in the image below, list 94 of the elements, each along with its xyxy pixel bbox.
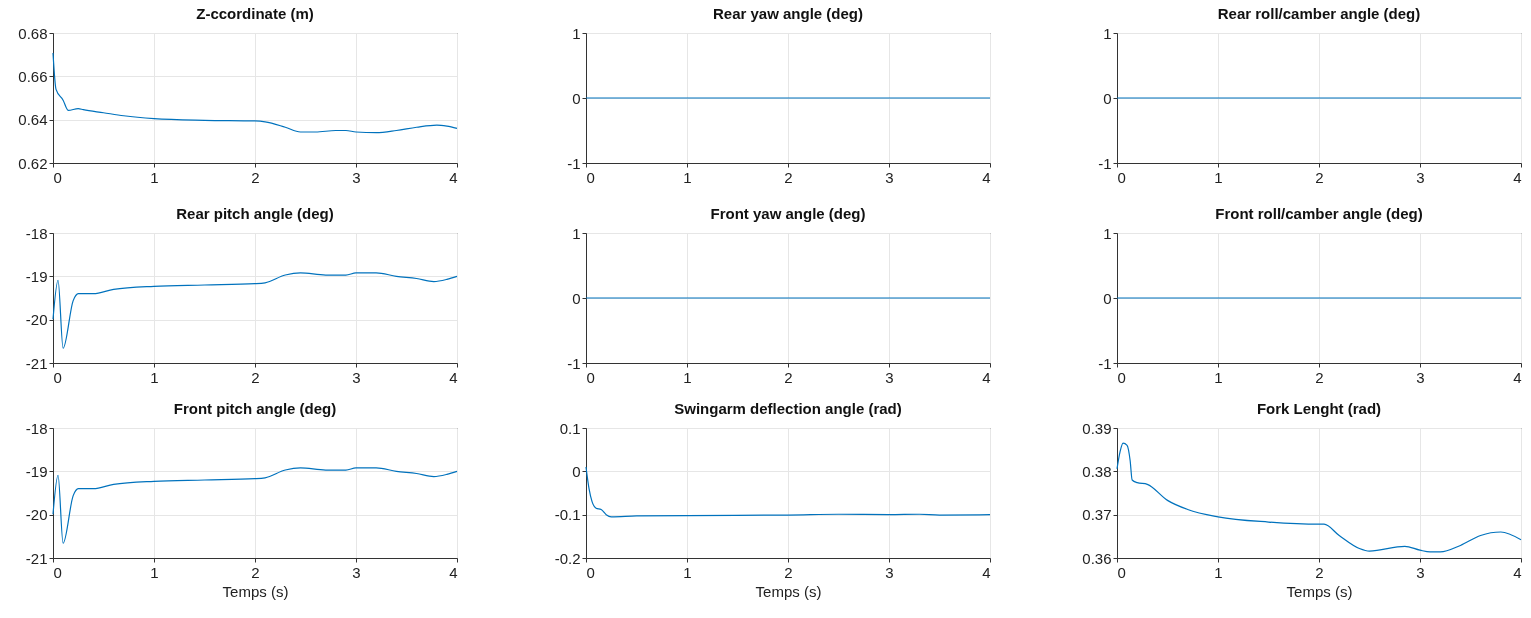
x-tick-label: 2 <box>784 168 793 186</box>
x-tick-label: 4 <box>982 368 991 386</box>
y-tick-label: 1 <box>572 224 581 242</box>
y-tick-label: 0.64 <box>18 111 48 129</box>
y-tick-label: 0 <box>1103 289 1112 307</box>
x-tick-label: 3 <box>352 368 361 386</box>
x-tick-label: 4 <box>982 168 991 186</box>
y-tick-label: 1 <box>1103 24 1112 42</box>
x-tick-label: 0 <box>1117 563 1126 581</box>
y-tick-label: 0 <box>572 462 581 480</box>
line-series <box>52 467 458 544</box>
x-tick-label: 1 <box>150 368 159 386</box>
x-tick-label: 1 <box>1214 368 1223 386</box>
x-tick-label: 3 <box>1416 368 1425 386</box>
x-tick-label: 3 <box>1416 563 1425 581</box>
y-tick-label: -18 <box>25 419 48 437</box>
x-tick-label: 2 <box>251 563 260 581</box>
y-tick-label: -21 <box>25 549 48 567</box>
x-tick-label: 1 <box>1214 563 1223 581</box>
x-tick-label: 0 <box>586 168 595 186</box>
y-tick-label: -19 <box>25 462 48 480</box>
y-tick-label: -1 <box>1098 354 1112 372</box>
x-axis-title: Temps (s) <box>222 582 289 600</box>
y-tick-label: 0.68 <box>18 24 48 42</box>
y-tick-label: 0.39 <box>1082 419 1112 437</box>
x-tick-label: 3 <box>1416 168 1425 186</box>
y-tick-label: 0.38 <box>1082 462 1112 480</box>
chart-title: Rear roll/camber angle (deg) <box>1217 5 1421 22</box>
chart-title: Swingarm deflection angle (rad) <box>674 400 902 417</box>
line-series <box>1116 442 1522 553</box>
y-tick-label: -19 <box>25 267 48 285</box>
x-tick-label: 0 <box>586 563 595 581</box>
y-tick-label: 0 <box>1103 89 1112 107</box>
y-tick-label: 0.37 <box>1082 506 1112 524</box>
chart-title: Rear pitch angle (deg) <box>176 205 334 222</box>
chart-title: Rear yaw angle (deg) <box>712 5 864 22</box>
y-tick-label: -1 <box>567 354 581 372</box>
chart-title: Front roll/camber angle (deg) <box>1215 205 1423 222</box>
x-tick-label: 1 <box>150 168 159 186</box>
x-tick-label: 2 <box>784 563 793 581</box>
x-tick-label: 2 <box>1315 368 1324 386</box>
x-tick-label: 4 <box>449 368 458 386</box>
x-tick-label: 2 <box>784 368 793 386</box>
x-tick-label: 1 <box>150 563 159 581</box>
x-tick-label: 0 <box>53 368 62 386</box>
x-tick-label: 4 <box>1513 168 1522 186</box>
y-tick-label: 0.1 <box>559 419 581 437</box>
x-tick-label: 4 <box>982 563 991 581</box>
x-tick-label: 1 <box>683 563 692 581</box>
x-tick-label: 4 <box>449 168 458 186</box>
x-tick-label: 2 <box>1315 168 1324 186</box>
y-tick-label: -1 <box>567 154 581 172</box>
x-tick-label: 3 <box>352 168 361 186</box>
x-tick-label: 3 <box>885 168 894 186</box>
line-series <box>585 466 991 518</box>
line-series <box>52 52 458 134</box>
x-tick-label: 1 <box>683 168 692 186</box>
y-tick-label: -0.1 <box>554 506 581 524</box>
y-tick-label: 1 <box>572 24 581 42</box>
chart-title: Front yaw angle (deg) <box>710 205 866 222</box>
x-axis-title: Temps (s) <box>1286 582 1353 600</box>
line-series <box>52 272 458 349</box>
x-tick-label: 0 <box>1117 368 1126 386</box>
y-tick-label: -21 <box>25 354 48 372</box>
x-axis-title: Temps (s) <box>755 582 822 600</box>
y-tick-label: -20 <box>25 506 48 524</box>
y-tick-label: -0.2 <box>554 549 581 567</box>
x-tick-label: 0 <box>1117 168 1126 186</box>
y-tick-label: 0.62 <box>18 154 48 172</box>
y-tick-label: 0 <box>572 289 581 307</box>
y-tick-label: 0.66 <box>18 67 48 85</box>
x-tick-label: 4 <box>1513 368 1522 386</box>
y-tick-label: 0.36 <box>1082 549 1112 567</box>
chart-title: Fork Lenght (rad) <box>1256 400 1382 417</box>
x-tick-label: 0 <box>586 368 595 386</box>
x-tick-label: 2 <box>1315 563 1324 581</box>
y-tick-label: 1 <box>1103 224 1112 242</box>
chart-title: Front pitch angle (deg) <box>173 400 337 417</box>
x-tick-label: 3 <box>885 368 894 386</box>
x-tick-label: 1 <box>1214 168 1223 186</box>
x-tick-label: 0 <box>53 168 62 186</box>
x-tick-label: 3 <box>352 563 361 581</box>
chart-title: Z-ccordinate (m) <box>196 5 314 22</box>
y-tick-label: 0 <box>572 89 581 107</box>
x-tick-label: 4 <box>1513 563 1522 581</box>
x-tick-label: 0 <box>53 563 62 581</box>
y-tick-label: -18 <box>25 224 48 242</box>
x-tick-label: 4 <box>449 563 458 581</box>
y-tick-label: -20 <box>25 311 48 329</box>
x-tick-label: 1 <box>683 368 692 386</box>
x-tick-label: 3 <box>885 563 894 581</box>
y-tick-label: -1 <box>1098 154 1112 172</box>
x-tick-label: 2 <box>251 168 260 186</box>
x-tick-label: 2 <box>251 368 260 386</box>
